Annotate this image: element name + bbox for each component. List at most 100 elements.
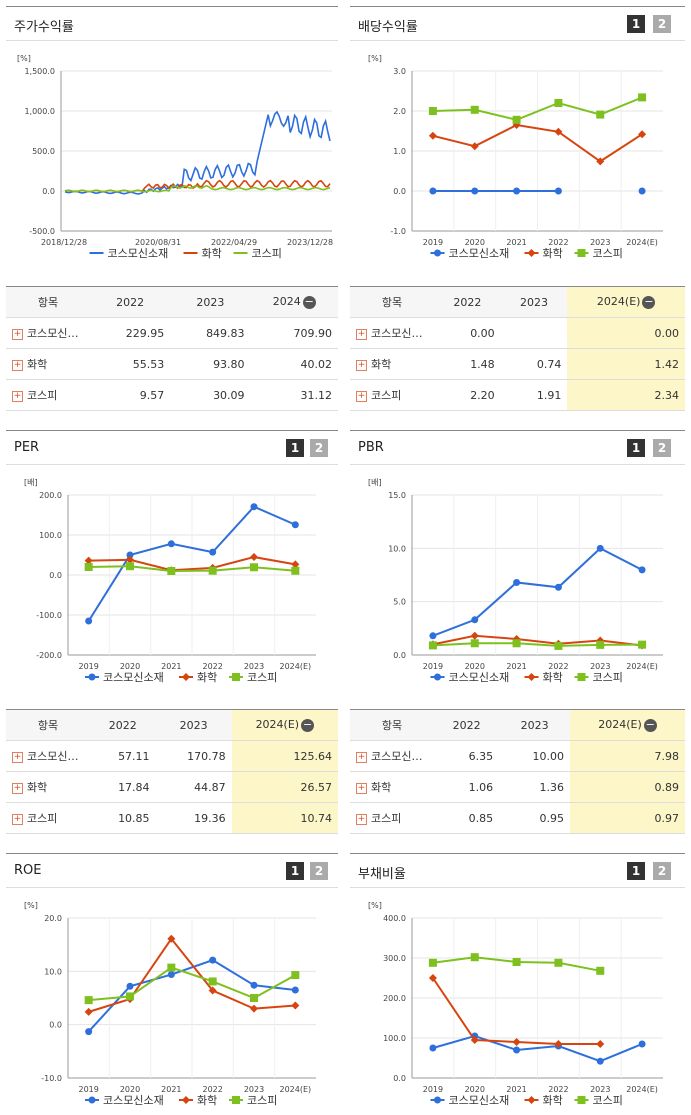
y-tick-label: 0.0 (393, 651, 406, 660)
legend-label: 화학 (202, 247, 222, 260)
page-2-button[interactable]: 2 (653, 439, 671, 457)
table-cell: 93.80 (170, 348, 251, 380)
per-chart: 200.0 100.0 0.0 -100.0 -200.0 [배] 2019 2020 2021… (24, 478, 316, 684)
expand-icon[interactable]: + (12, 813, 23, 825)
legend-label: 코스피 (247, 671, 277, 684)
table-row: + 코스피 2.20 1.91 2.34 (350, 379, 685, 411)
table-cell: 0.85 (434, 802, 500, 834)
point-chem (250, 1004, 258, 1013)
x-tick-label: 2023 (590, 238, 610, 247)
point-company (434, 1096, 441, 1104)
expand-icon[interactable]: + (356, 359, 367, 371)
x-tick-label: 2023/12/28 (287, 238, 333, 247)
page-1-button[interactable]: 1 (627, 862, 645, 880)
y-tick-label: 200.0 (39, 491, 62, 500)
point-kospi (470, 953, 479, 962)
legend-label: 코스모신소재 (449, 671, 510, 684)
table-header: 2023 (500, 286, 568, 318)
x-tick-label: 2024(E) (626, 662, 658, 671)
page-2-button[interactable]: 2 (653, 862, 671, 880)
row-label: + 코스모신… (6, 740, 90, 772)
row-label: + 코스모신… (350, 740, 434, 772)
y-tick-label: -100.0 (36, 611, 62, 620)
point-company (429, 1044, 437, 1052)
point-chem (527, 673, 536, 681)
expand-icon[interactable]: + (12, 328, 23, 340)
point-chem (291, 560, 300, 569)
legend-label: 코스피 (247, 1094, 277, 1107)
page-1-button[interactable]: 1 (627, 439, 645, 457)
collapse-icon[interactable]: − (643, 717, 657, 732)
point-kospi (428, 958, 437, 967)
per-panel: PER 1 2 200.0 100.0 0.0 -100.0 -200.0 [배] 2019… (6, 430, 338, 692)
table-cell: 55.53 (90, 348, 171, 380)
point-company (167, 540, 175, 548)
legend-label: 화학 (543, 1094, 563, 1107)
table-row: + 코스모신… 57.11 170.78 125.64 (6, 740, 338, 772)
point-kospi (470, 639, 479, 648)
point-company (638, 566, 646, 574)
expand-icon[interactable]: + (356, 751, 367, 763)
x-tick-label: 2022 (202, 1085, 222, 1094)
point-chem (596, 1040, 605, 1048)
point-chem (84, 556, 93, 565)
stock-chart: 1,500.0 1,000.0 500.0 0.0 -500.0 [%] 2018/12/2… (17, 54, 333, 260)
expand-icon[interactable]: + (356, 328, 367, 340)
page-2-button[interactable]: 2 (310, 439, 328, 457)
point-kospi (126, 992, 134, 1001)
point-kospi (596, 640, 605, 649)
point-company (209, 956, 217, 964)
table-header: 2024(E) − (231, 709, 338, 741)
point-chem (250, 553, 258, 562)
table-cell: 0.00 (567, 317, 685, 349)
unit-label: [배] (24, 478, 38, 487)
legend-label: 코스모신소재 (103, 671, 164, 684)
expand-icon[interactable]: + (12, 390, 23, 402)
collapse-icon[interactable]: − (302, 294, 316, 309)
table-cell: 1.48 (434, 348, 501, 380)
point-kospi (232, 673, 240, 681)
point-kospi (84, 996, 93, 1005)
table-row: + 코스모신… 6.35 10.00 7.98 (350, 740, 685, 772)
series-line (432, 1034, 643, 1063)
page-1-button[interactable]: 1 (286, 862, 304, 880)
unit-label: [%] (368, 54, 382, 63)
point-kospi (596, 110, 605, 119)
x-tick-label: 2018/12/28 (41, 238, 87, 247)
table-cell (500, 317, 568, 349)
row-label: + 코스피 (350, 802, 434, 834)
point-chem (167, 934, 176, 943)
collapse-icon[interactable]: − (642, 294, 656, 309)
x-tick-label: 2024(E) (626, 238, 658, 247)
x-tick-label: 2020 (120, 1085, 140, 1094)
expand-icon[interactable]: + (356, 782, 367, 794)
point-company (596, 1057, 604, 1065)
x-tick-label: 2021 (506, 662, 526, 671)
page-1-button[interactable]: 1 (627, 15, 645, 33)
row-label: + 화학 (6, 348, 90, 380)
table-cell: 1.36 (499, 771, 571, 803)
y-tick-label: 0.0 (49, 571, 62, 580)
expand-icon[interactable]: + (356, 390, 367, 402)
table-cell: 26.57 (231, 771, 338, 803)
page-2-button[interactable]: 2 (653, 15, 671, 33)
expand-icon[interactable]: + (356, 813, 367, 825)
expand-icon[interactable]: + (12, 782, 23, 794)
collapse-icon[interactable]: − (301, 717, 315, 732)
page-2-button[interactable]: 2 (310, 862, 328, 880)
series-line (432, 642, 643, 647)
row-label: + 코스피 (6, 379, 90, 411)
y-tick-label: 20.0 (44, 914, 62, 923)
y-tick-label: 10.0 (44, 967, 62, 976)
expand-icon[interactable]: + (12, 359, 23, 371)
y-tick-label: -500.0 (29, 227, 55, 236)
table-header: 2022 (90, 709, 156, 741)
roe-title: ROE (14, 863, 42, 878)
expand-icon[interactable]: + (12, 751, 23, 763)
table-row: + 화학 1.48 0.74 1.42 (350, 348, 685, 380)
table-cell: 57.11 (90, 740, 156, 772)
page-1-button[interactable]: 1 (286, 439, 304, 457)
point-chem (84, 1007, 93, 1016)
table-header: 항목 (350, 286, 434, 318)
y-tick-label: -1.0 (390, 227, 406, 236)
